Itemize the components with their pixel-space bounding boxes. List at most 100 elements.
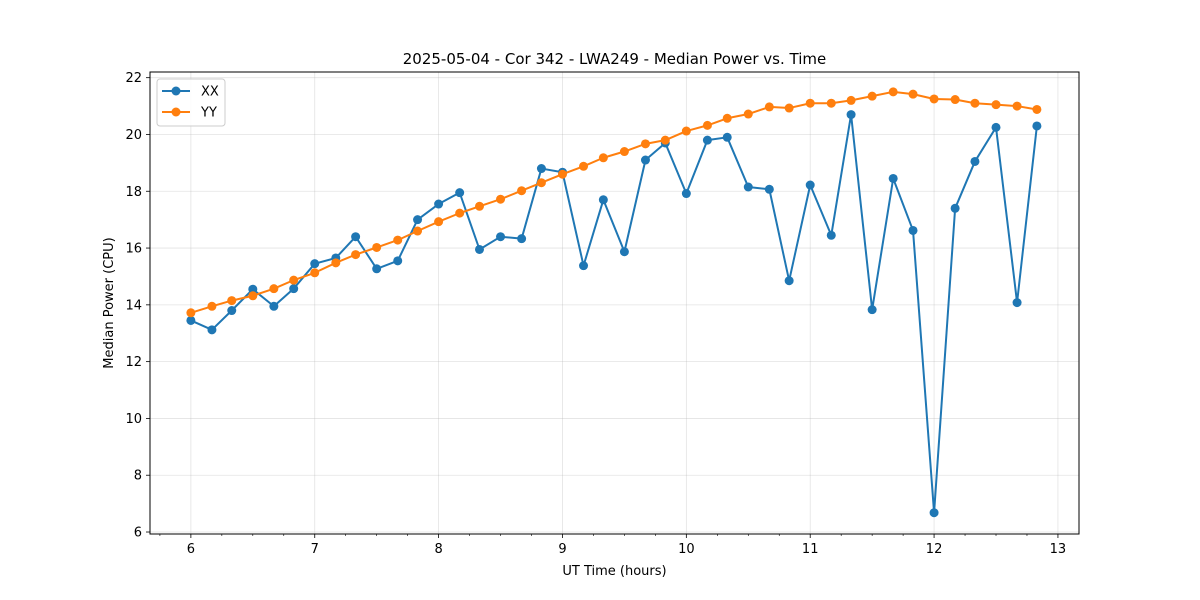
data-point-yy — [248, 291, 258, 301]
legend-label-xx: XX — [201, 85, 219, 100]
data-point-yy — [764, 102, 774, 112]
data-point-yy — [1032, 104, 1042, 114]
x-tick-label: 8 — [434, 542, 442, 557]
series-line-yy — [190, 90, 1038, 314]
data-point-xx — [619, 247, 629, 257]
data-point-xx — [269, 301, 279, 311]
data-point-yy — [640, 139, 650, 149]
data-point-xx — [393, 256, 403, 266]
x-tick-label: 7 — [311, 542, 319, 557]
data-point-xx — [496, 232, 506, 242]
data-point-yy — [702, 120, 712, 130]
data-point-xx — [1032, 121, 1042, 131]
data-point-yy — [455, 208, 465, 218]
data-point-yy — [991, 100, 1001, 110]
data-point-yy — [269, 284, 279, 294]
x-tick-label: 12 — [926, 542, 943, 557]
data-point-yy — [970, 98, 980, 108]
plot-frame — [149, 71, 1080, 535]
data-point-yy — [867, 91, 877, 101]
data-point-xx — [207, 325, 217, 335]
data-point-xx — [227, 306, 237, 316]
data-point-xx — [640, 155, 650, 165]
data-point-xx — [434, 199, 444, 209]
data-point-yy — [805, 98, 815, 108]
data-point-xx — [784, 276, 794, 286]
data-point-xx — [536, 164, 546, 174]
data-point-xx — [950, 203, 960, 213]
data-point-xx — [351, 232, 361, 242]
data-point-xx — [474, 244, 484, 254]
data-point-yy — [536, 178, 546, 188]
data-point-xx — [289, 284, 299, 294]
data-point-xx — [598, 195, 608, 205]
series-xx — [186, 110, 1042, 518]
data-point-yy — [310, 268, 320, 278]
data-point-yy — [434, 217, 444, 227]
data-point-yy — [619, 147, 629, 157]
data-point-yy — [888, 87, 898, 97]
x-tick-label: 13 — [1050, 542, 1067, 557]
data-point-xx — [310, 259, 320, 269]
y-tick-label: 16 — [125, 242, 142, 257]
data-point-yy — [722, 113, 732, 123]
data-point-xx — [702, 135, 712, 145]
data-point-yy — [846, 95, 856, 105]
series-line-xx — [190, 113, 1038, 514]
data-point-xx — [743, 182, 753, 192]
chart-title: 2025-05-04 - Cor 342 - LWA249 - Median P… — [403, 50, 827, 68]
x-tick-label: 9 — [558, 542, 566, 557]
data-point-yy — [227, 296, 237, 306]
data-point-xx — [517, 234, 527, 244]
y-tick-label: 8 — [134, 469, 142, 484]
data-point-yy — [557, 169, 567, 179]
y-tick-label: 10 — [125, 412, 142, 427]
data-point-yy — [186, 308, 196, 318]
y-axis-label: Median Power (CPU) — [102, 237, 117, 368]
data-point-xx — [372, 264, 382, 274]
data-point-yy — [579, 161, 589, 171]
y-tick-label: 6 — [134, 526, 142, 541]
y-tick-label: 20 — [125, 128, 142, 143]
y-tick-label: 14 — [125, 298, 142, 313]
legend-label-yy: YY — [200, 106, 217, 121]
data-point-yy — [517, 186, 527, 196]
data-point-yy — [331, 258, 341, 268]
series-yy — [186, 87, 1042, 318]
data-point-yy — [372, 242, 382, 252]
data-point-yy — [496, 194, 506, 204]
data-point-yy — [908, 89, 918, 99]
x-axis-label: UT Time (hours) — [562, 564, 666, 579]
x-tick-label: 11 — [802, 542, 819, 557]
data-point-yy — [351, 250, 361, 260]
data-point-yy — [289, 275, 299, 285]
x-tick-label: 10 — [678, 542, 695, 557]
data-point-xx — [970, 156, 980, 166]
data-point-xx — [846, 110, 856, 120]
data-point-yy — [784, 103, 794, 113]
y-tick-label: 18 — [125, 185, 142, 200]
data-point-yy — [474, 201, 484, 211]
data-point-xx — [579, 261, 589, 271]
x-tick-label: 6 — [187, 542, 195, 557]
data-point-yy — [743, 109, 753, 119]
data-point-xx — [805, 180, 815, 190]
data-point-xx — [455, 188, 465, 198]
data-point-yy — [207, 301, 217, 311]
legend-marker-xx — [171, 86, 181, 96]
data-point-xx — [867, 305, 877, 315]
data-point-xx — [722, 132, 732, 142]
data-point-xx — [681, 189, 691, 199]
data-point-xx — [764, 184, 774, 194]
data-point-yy — [826, 98, 836, 108]
legend-entries: XX YY — [162, 85, 219, 121]
data-point-xx — [929, 508, 939, 518]
data-point-xx — [826, 230, 836, 240]
y-tick-label: 22 — [125, 71, 142, 86]
data-point-yy — [413, 226, 423, 236]
data-point-yy — [660, 135, 670, 145]
data-point-xx — [248, 284, 258, 294]
data-point-yy — [393, 235, 403, 245]
